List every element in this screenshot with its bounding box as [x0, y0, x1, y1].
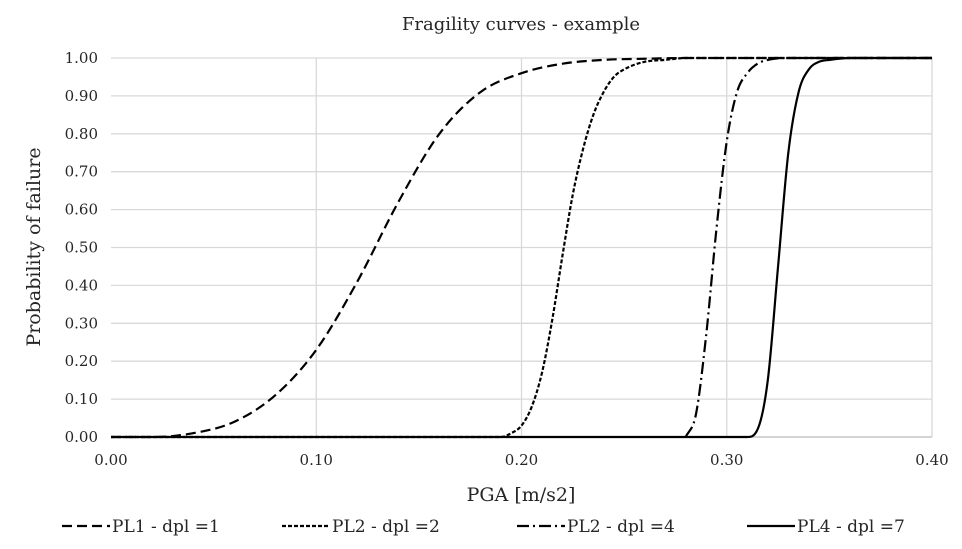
- x-tick-label: 0.00: [94, 451, 127, 469]
- y-axis-label: Probability of failure: [23, 147, 45, 346]
- y-tick-label: 0.10: [65, 390, 98, 408]
- y-tick-label: 1.00: [65, 49, 98, 67]
- x-tick-label: 0.30: [710, 451, 743, 469]
- y-tick-label: 0.60: [65, 201, 98, 219]
- y-tick-label: 0.20: [65, 352, 98, 370]
- legend-label-3: PL2 - dpl =4: [567, 517, 675, 537]
- legend-label-4: PL4 - dpl =7: [797, 517, 905, 537]
- legend: PL1 - dpl =1 PL2 - dpl =2 PL2 - dpl =4 PL4 …: [62, 517, 905, 537]
- y-tick-label: 0.70: [65, 163, 98, 181]
- tick-labels: 0.00 0.10 0.20 0.30 0.40 0.50 0.60 0.70 0.80 0.90…: [65, 49, 949, 469]
- grid: [111, 57, 933, 438]
- y-tick-label: 0.50: [65, 239, 98, 257]
- x-axis-label: PGA [m/s2]: [467, 484, 576, 506]
- y-tick-label: 0.30: [65, 314, 98, 332]
- y-tick-label: 0.90: [65, 87, 98, 105]
- series-line-2: [111, 56, 932, 439]
- x-tick-label: 0.20: [505, 451, 538, 469]
- series-line-1: [111, 56, 932, 439]
- y-tick-label: 0.00: [65, 428, 98, 446]
- series-line-3: [684, 56, 932, 438]
- legend-label-1: PL1 - dpl =1: [112, 517, 220, 537]
- legend-label-2: PL2 - dpl =2: [332, 517, 440, 537]
- y-tick-label: 0.80: [65, 125, 98, 143]
- series-line-4: [111, 56, 932, 439]
- x-tick-label: 0.40: [915, 451, 948, 469]
- x-tick-label: 0.10: [300, 451, 333, 469]
- series-lines: [111, 56, 932, 439]
- chart-title: Fragility curves - example: [402, 14, 640, 35]
- y-tick-label: 0.40: [65, 276, 98, 294]
